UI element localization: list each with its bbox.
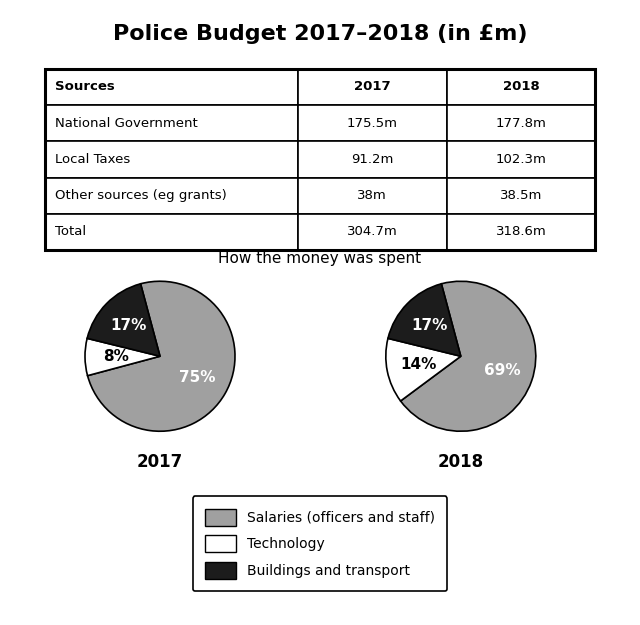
Text: Total: Total	[54, 226, 86, 238]
Legend: Salaries (officers and staff), Technology, Buildings and transport: Salaries (officers and staff), Technolog…	[193, 496, 447, 591]
Bar	[45, 69, 298, 105]
Text: National Government: National Government	[54, 117, 198, 129]
Bar	[45, 141, 298, 177]
Wedge shape	[85, 338, 160, 376]
Wedge shape	[388, 284, 461, 356]
Wedge shape	[87, 284, 160, 356]
Bar	[298, 177, 447, 214]
Text: Local Taxes: Local Taxes	[54, 153, 130, 166]
Text: How the money was spent: How the money was spent	[218, 251, 422, 266]
Text: 69%: 69%	[484, 363, 520, 378]
Bar	[298, 214, 447, 250]
Text: 2017: 2017	[137, 453, 183, 471]
Bar	[45, 177, 298, 214]
Bar	[298, 105, 447, 141]
Bar	[298, 69, 447, 105]
Bar	[447, 105, 595, 141]
Text: Other sources (eg grants): Other sources (eg grants)	[54, 189, 227, 202]
Bar	[45, 214, 298, 250]
Text: 38m: 38m	[357, 189, 387, 202]
Text: 177.8m: 177.8m	[495, 117, 547, 129]
Bar	[45, 105, 298, 141]
Text: 102.3m: 102.3m	[495, 153, 547, 166]
Bar	[298, 141, 447, 177]
Text: Police Budget 2017–2018 (in £m): Police Budget 2017–2018 (in £m)	[113, 24, 527, 44]
Text: 38.5m: 38.5m	[500, 189, 542, 202]
Wedge shape	[88, 281, 235, 431]
Bar	[447, 141, 595, 177]
Text: 318.6m: 318.6m	[495, 226, 547, 238]
Text: 8%: 8%	[104, 349, 129, 364]
Text: 17%: 17%	[111, 318, 147, 333]
Text: 75%: 75%	[179, 371, 216, 386]
Text: Sources: Sources	[54, 81, 115, 93]
Wedge shape	[386, 338, 461, 401]
Bar	[447, 69, 595, 105]
Text: 91.2m: 91.2m	[351, 153, 394, 166]
Text: 2018: 2018	[438, 453, 484, 471]
Text: 304.7m: 304.7m	[347, 226, 397, 238]
Text: 14%: 14%	[400, 357, 436, 372]
Bar	[447, 177, 595, 214]
Text: 17%: 17%	[412, 318, 448, 333]
Text: 2018: 2018	[502, 81, 540, 93]
Text: 2017: 2017	[354, 81, 390, 93]
Text: 175.5m: 175.5m	[347, 117, 398, 129]
Wedge shape	[401, 281, 536, 431]
Bar	[447, 214, 595, 250]
